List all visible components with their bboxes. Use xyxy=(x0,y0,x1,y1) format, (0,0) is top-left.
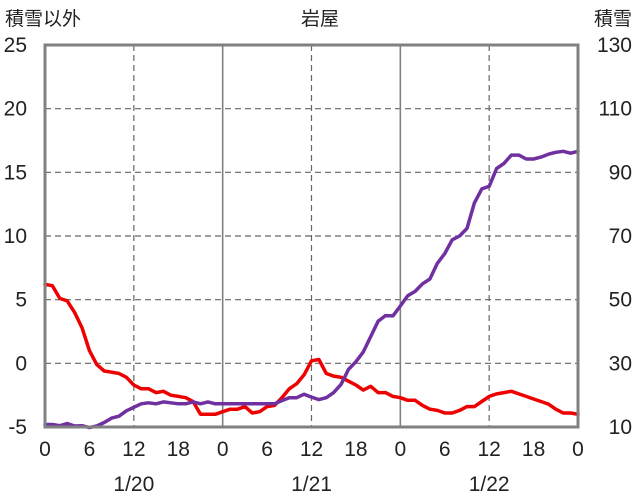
y-right-tick-label: 30 xyxy=(609,352,632,375)
y-left-tick-label: 0 xyxy=(15,352,27,375)
x-tick-label: 6 xyxy=(84,438,96,461)
x-tick-label: 12 xyxy=(300,438,323,461)
plot-border xyxy=(43,43,580,429)
y-left-tick-label: 5 xyxy=(15,289,27,312)
tick-labels: -5 0 5 10 15 20 25 10 30 50 70 90 110 130 0 6 12 18 0 6 12 18… xyxy=(4,34,632,496)
date-label: 1/20 xyxy=(113,473,154,496)
y-right-tick-label: 110 xyxy=(599,98,632,121)
x-tick-label: 0 xyxy=(39,438,51,461)
chart-title: 岩屋 xyxy=(301,8,339,30)
y-right-tick-label: 130 xyxy=(597,34,632,57)
gridlines xyxy=(45,45,578,427)
temperature-line xyxy=(43,282,580,417)
x-tick-label: 0 xyxy=(572,438,584,461)
y-right-tick-label: 50 xyxy=(609,289,632,312)
plot-frame xyxy=(43,43,580,429)
series-layer xyxy=(43,149,580,430)
x-tick-label: 18 xyxy=(344,438,367,461)
x-tick-label: 0 xyxy=(217,438,229,461)
x-tick-label: 18 xyxy=(167,438,190,461)
x-tick-label: 12 xyxy=(477,438,500,461)
y-right-tick-label: 10 xyxy=(609,416,632,439)
snow-depth-line xyxy=(43,149,580,430)
x-tick-label: 12 xyxy=(122,438,145,461)
y-right-tick-label: 70 xyxy=(609,225,632,248)
y-right-label: 積雪 xyxy=(594,8,632,30)
x-tick-label: 0 xyxy=(394,438,406,461)
y-left-tick-label: 25 xyxy=(4,34,27,57)
date-label: 1/22 xyxy=(469,473,510,496)
y-left-label: 積雪以外 xyxy=(5,8,81,30)
y-left-tick-label: 10 xyxy=(4,225,27,248)
y-left-tick-label: 15 xyxy=(4,161,27,184)
y-right-tick-label: 90 xyxy=(609,161,632,184)
y-left-tick-label: -5 xyxy=(8,416,27,439)
date-label: 1/21 xyxy=(291,473,332,496)
x-tick-label: 6 xyxy=(261,438,273,461)
x-tick-label: 6 xyxy=(439,438,451,461)
y-left-tick-label: 20 xyxy=(4,98,27,121)
x-tick-label: 18 xyxy=(522,438,545,461)
